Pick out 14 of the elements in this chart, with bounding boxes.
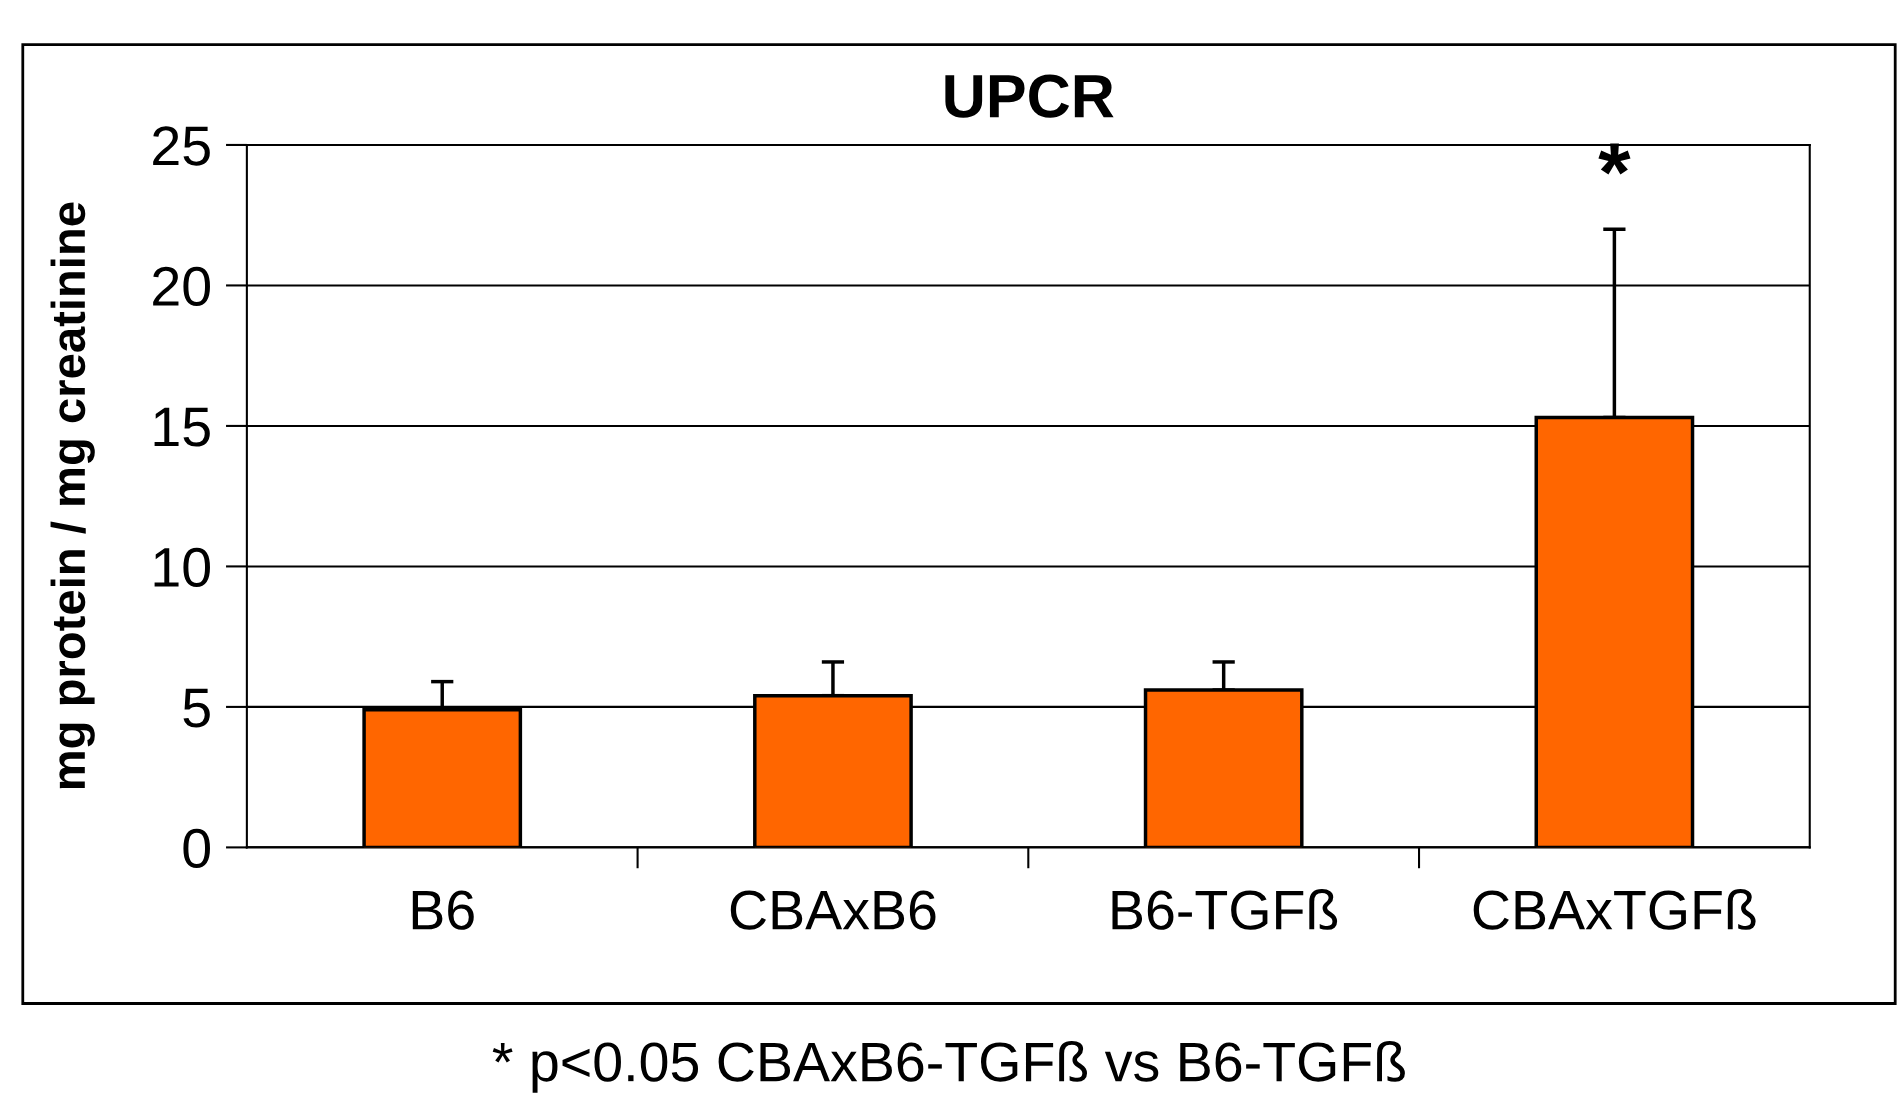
y-tick-label: 10 (154, 547, 210, 588)
text: * p<0.05 CBAxB6-TGFß vs B6-TGFß (492, 1040, 1405, 1093)
y-tick-label: 25 (153, 126, 210, 166)
chart-title: UPCR (945, 74, 1114, 118)
annotation: * (1598, 143, 1631, 175)
y-tick-label: 5 (183, 688, 210, 728)
x-tick-label: CBAxB6 (730, 890, 936, 930)
y-tick-label: 15 (154, 407, 210, 447)
x-tick-label: B6-TGFß (1112, 889, 1338, 930)
x-tick-label: B6 (412, 890, 474, 930)
y-tick-label: 20 (153, 266, 210, 307)
y-axis-title: mg protein / mg creatinine (50, 202, 95, 789)
x-tick-label: CBAxTGFß (1473, 889, 1756, 930)
y-tick-label: 0 (183, 828, 210, 869)
